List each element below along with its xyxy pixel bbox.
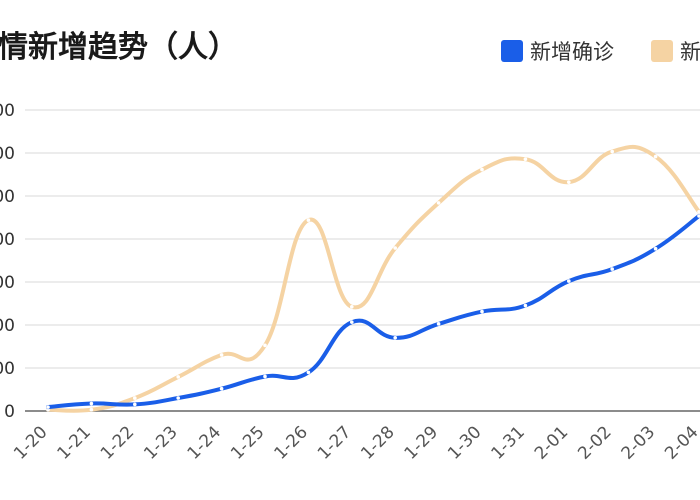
data-point	[610, 267, 614, 271]
data-point	[176, 396, 180, 400]
data-point	[567, 279, 571, 283]
legend-swatch	[501, 40, 523, 62]
data-point	[567, 180, 571, 184]
data-point	[436, 322, 441, 326]
data-point	[697, 214, 700, 218]
x-axis-ticks: 1-20 1-21 1-22 1-23 1-24 1-25 1-26 1-27 1-28 1-29…	[10, 422, 700, 463]
data-point	[263, 343, 267, 348]
series-layer	[46, 144, 700, 413]
x-tick-label: 1-20	[10, 422, 51, 463]
data-point	[393, 246, 398, 250]
series-line	[46, 144, 700, 413]
x-tick-label: 2-04	[661, 422, 700, 463]
series-1	[46, 144, 700, 413]
y-tick-label: 00	[0, 359, 15, 379]
y-tick-label: 00	[0, 230, 15, 250]
x-tick-label: 1-31	[488, 422, 529, 463]
data-point	[610, 149, 614, 154]
x-tick-label: 1-27	[314, 422, 355, 463]
grid-lines	[25, 109, 700, 412]
x-tick-label: 1-22	[97, 422, 138, 463]
data-point	[219, 386, 224, 391]
data-point	[350, 320, 354, 324]
data-point	[219, 353, 224, 357]
y-tick-label: 00	[0, 316, 15, 336]
x-tick-label: 1-26	[271, 422, 312, 463]
data-point	[176, 375, 180, 379]
y-tick-label: 00	[0, 101, 15, 121]
y-tick-label: 0	[4, 402, 15, 422]
data-point	[306, 370, 311, 375]
x-tick-label: 1-29	[401, 422, 442, 463]
x-tick-label: 2-01	[531, 422, 572, 463]
data-point	[89, 407, 94, 412]
y-axis-ticks: 000000000000000	[0, 101, 15, 422]
legend-swatch	[651, 40, 673, 62]
data-point	[46, 405, 50, 409]
x-tick-label: 2-02	[574, 422, 615, 463]
data-point	[133, 396, 137, 400]
x-tick-label: 1-30	[444, 422, 485, 463]
data-point	[697, 209, 700, 214]
y-tick-label: 00	[0, 187, 15, 207]
series-line	[46, 214, 700, 410]
x-tick-label: 2-03	[618, 422, 659, 463]
data-point	[480, 167, 484, 172]
data-point	[89, 401, 94, 406]
data-point	[393, 336, 398, 340]
x-tick-label: 1-21	[54, 422, 95, 463]
data-point	[350, 305, 354, 309]
data-point	[480, 309, 484, 314]
legend-label: 新	[680, 40, 700, 64]
legend: 新增确诊 新	[501, 40, 700, 64]
x-tick-label: 1-28	[357, 422, 398, 463]
data-point	[523, 157, 528, 162]
x-tick-label: 1-25	[227, 422, 268, 463]
data-point	[306, 218, 311, 222]
data-point	[653, 246, 658, 251]
series-0	[46, 214, 700, 410]
data-point	[653, 154, 658, 159]
legend-item[interactable]: 新	[651, 40, 700, 64]
data-point	[263, 374, 267, 379]
chart-title: 情新增趋势（人）	[0, 30, 238, 65]
legend-item[interactable]: 新增确诊	[501, 40, 614, 64]
x-tick-label: 1-23	[140, 422, 181, 463]
y-tick-label: 00	[0, 144, 15, 164]
data-point	[133, 402, 137, 407]
y-tick-label: 00	[0, 273, 15, 293]
x-tick-label: 1-24	[184, 422, 225, 463]
legend-label: 新增确诊	[530, 40, 614, 64]
data-point	[436, 201, 441, 205]
data-point	[523, 303, 528, 308]
